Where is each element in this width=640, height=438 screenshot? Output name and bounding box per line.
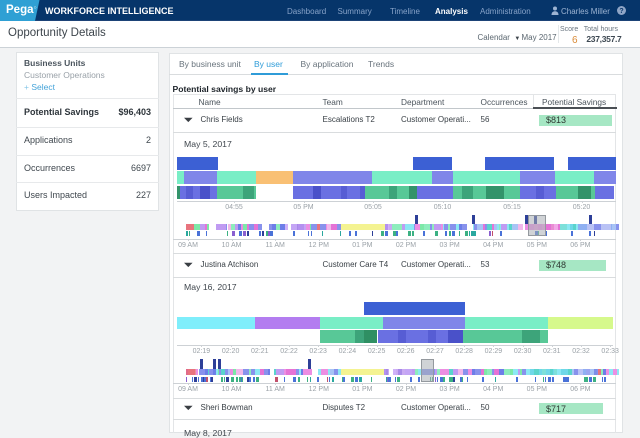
svg-text:?: ? xyxy=(619,8,623,15)
